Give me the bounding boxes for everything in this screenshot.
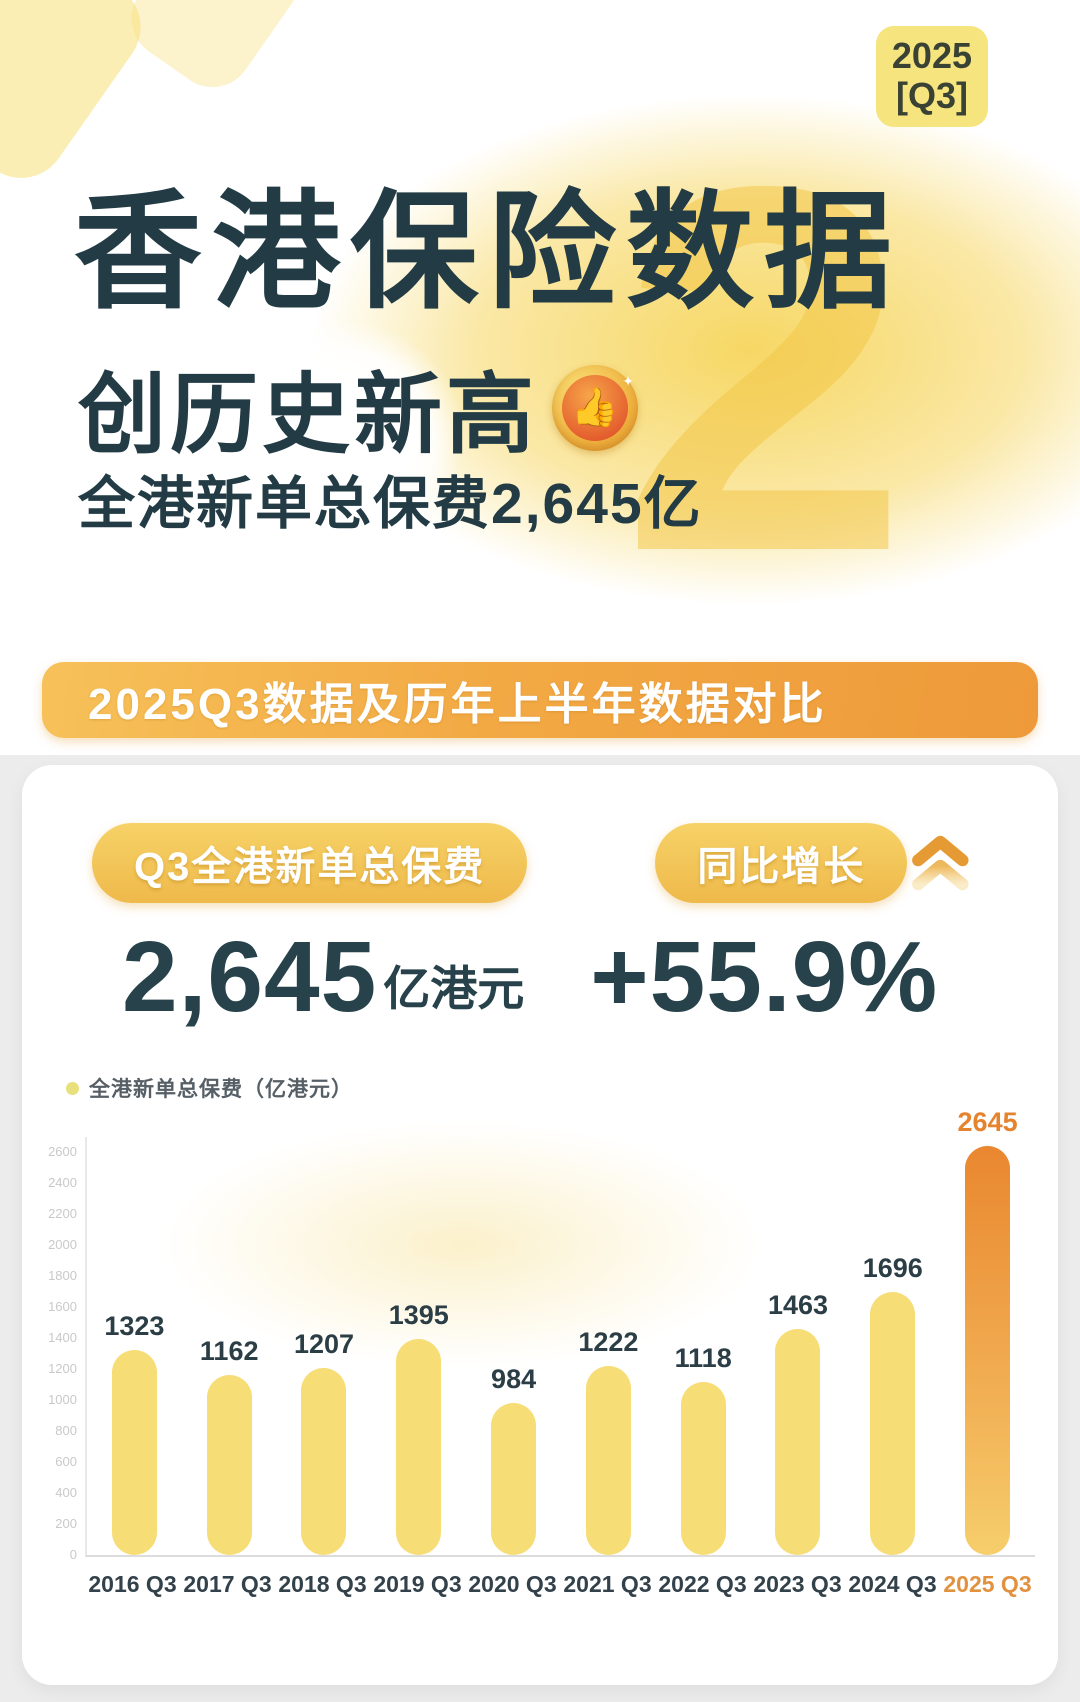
- bar-slot: 984: [466, 1364, 561, 1555]
- year-badge-line1: 2025: [891, 35, 972, 76]
- decor-ghost-numeral: 2: [620, 79, 910, 660]
- bar-chart-bars: 1323 1162 1207 1395 984 1222 1118 1463 1696 2645: [87, 1107, 1035, 1555]
- thumbs-up-glyph: 👍: [562, 374, 629, 441]
- subtitle-row: 创历史新高 👍 ✦: [78, 344, 639, 471]
- bar-slot: 1696: [845, 1253, 940, 1555]
- hero-tagline: 全港新单总保费2,645亿: [78, 472, 703, 536]
- stat-pills-row: Q3全港新单总保费 同比增长: [22, 765, 1058, 903]
- bar-value-label: 1696: [862, 1253, 923, 1283]
- y-axis-tick-label: 400: [55, 1485, 77, 1501]
- premium-unit: 亿港元: [383, 962, 525, 1015]
- bar: [301, 1368, 347, 1555]
- premium-pill-badge: Q3全港新单总保费: [92, 823, 528, 903]
- sparkle-icon: ✦: [622, 372, 635, 389]
- y-axis-tick-label: 1400: [48, 1330, 77, 1346]
- bar: [491, 1403, 537, 1555]
- bar: [870, 1292, 916, 1555]
- y-axis-tick-label: 2000: [48, 1237, 77, 1253]
- bar: [206, 1375, 252, 1555]
- bar-highlight: [965, 1146, 1011, 1555]
- x-axis-category-label: 2023 Q3: [753, 1571, 842, 1597]
- y-axis-tick-label: 2400: [48, 1175, 77, 1191]
- y-axis-tick-label: 2600: [48, 1144, 77, 1160]
- bar-value-label: 1207: [293, 1329, 355, 1359]
- bar-chart-xlabels: 2016 Q3 2017 Q3 2018 Q3 2019 Q3 2020 Q3 2021 …: [85, 1571, 1035, 1598]
- growth-pill-badge: 同比增长: [655, 823, 908, 903]
- bar-slot: 1395: [371, 1300, 466, 1555]
- x-axis-category-label: 2019 Q3: [373, 1571, 462, 1597]
- decor-yellow-blob: [310, 95, 1080, 605]
- headline-numbers-row: 2,645 亿港元 +55.9%: [22, 903, 1058, 1027]
- y-axis-tick-label: 1600: [48, 1299, 77, 1315]
- legend-dot-icon: [66, 1081, 79, 1095]
- bar-chart-plot: 1323 1162 1207 1395 984 1222 1118 1463 1696 2645 …: [48, 1107, 1035, 1561]
- x-axis-category-label: 2024 Q3: [848, 1571, 937, 1597]
- bar: [680, 1382, 726, 1555]
- lower-section: Q3全港新单总保费 同比增长 2,645 亿港元 +55.9%: [0, 755, 1080, 1702]
- bar-slot: 1162: [182, 1336, 277, 1555]
- legend-label: 全港新单总保费（亿港元）: [89, 1078, 353, 1101]
- x-axis-category-label: 2025 Q3: [943, 1571, 1032, 1597]
- thumbs-up-medal-icon: 👍 ✦: [552, 364, 639, 451]
- double-chevron-up-icon: [912, 835, 969, 891]
- x-axis-category-label: 2016 Q3: [88, 1571, 177, 1597]
- decor-white-oval: [225, 320, 465, 560]
- stats-card: Q3全港新单总保费 同比增长 2,645 亿港元 +55.9%: [22, 765, 1058, 1685]
- bar-slot: 1323: [87, 1311, 182, 1555]
- chart-legend: 全港新单总保费（亿港元）: [66, 1073, 1058, 1103]
- bar-value-label: 1222: [578, 1327, 639, 1357]
- bar-value-label: 2645: [957, 1107, 1018, 1137]
- x-axis-category-label: 2021 Q3: [563, 1571, 652, 1597]
- bar-value-label: 1463: [767, 1290, 829, 1320]
- x-axis-category-label: 2017 Q3: [183, 1571, 272, 1597]
- page-subtitle: 创历史新高: [78, 365, 539, 464]
- bar-slot: 2645: [940, 1107, 1035, 1555]
- y-axis-tick-label: 600: [55, 1454, 77, 1470]
- bar-value-label: 1323: [104, 1311, 165, 1341]
- page-title: 香港保险数据: [74, 181, 903, 324]
- bar-slot: 1207: [277, 1329, 372, 1555]
- year-quarter-badge: 2025 [Q3]: [875, 26, 988, 127]
- bar-value-label: 1395: [388, 1300, 449, 1330]
- hero-section: 2 2025 [Q3] 香港保险数据 创历史新高 👍 ✦ 全港新单总保费2,64…: [0, 0, 1080, 755]
- bar-value-label: 1118: [674, 1343, 732, 1373]
- bar-slot: 1463: [751, 1290, 846, 1555]
- y-axis-tick-label: 1000: [48, 1392, 77, 1408]
- y-axis-tick-label: 1800: [48, 1268, 77, 1284]
- y-axis-tick-label: 200: [55, 1516, 77, 1532]
- growth-value: +55.9%: [590, 921, 939, 1033]
- x-axis-category-label: 2022 Q3: [658, 1571, 747, 1597]
- section-banner-text: 2025Q3数据及历年上半年数据对比: [88, 680, 827, 729]
- bar: [585, 1366, 631, 1555]
- bar-value-label: 984: [491, 1364, 537, 1394]
- decor-yellow-stroke: [115, 0, 315, 103]
- bar: [775, 1329, 821, 1555]
- x-axis-category-label: 2018 Q3: [278, 1571, 367, 1597]
- bar: [111, 1350, 157, 1555]
- y-axis-tick-label: 2200: [48, 1206, 77, 1222]
- bar: [396, 1339, 442, 1555]
- year-badge-line2: [Q3]: [895, 75, 968, 117]
- y-axis-tick-label: 0: [69, 1547, 77, 1562]
- bar-slot: 1118: [656, 1343, 751, 1555]
- x-axis-category-label: 2020 Q3: [468, 1571, 557, 1597]
- y-axis-tick-label: 1200: [48, 1361, 77, 1377]
- premium-value: 2,645: [122, 921, 378, 1033]
- section-banner: 2025Q3数据及历年上半年数据对比: [42, 662, 1038, 738]
- y-axis-tick-label: 800: [55, 1423, 77, 1439]
- bar-value-label: 1162: [199, 1336, 259, 1366]
- bar-slot: 1222: [561, 1327, 656, 1555]
